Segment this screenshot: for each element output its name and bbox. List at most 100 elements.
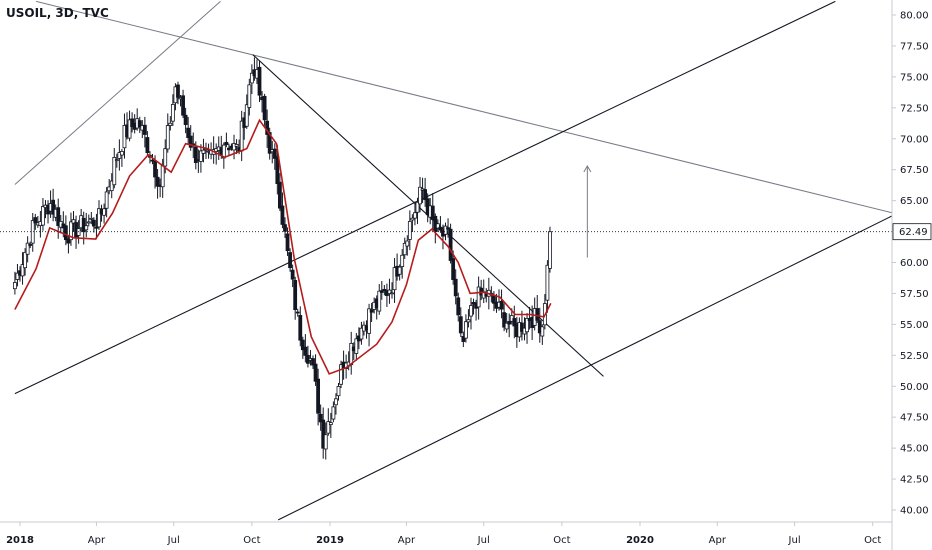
candle-body [379, 290, 384, 293]
candle-body [91, 219, 96, 227]
candle-body [71, 219, 76, 224]
price-tick-label: 67.50 [900, 165, 929, 176]
candle-body [86, 221, 91, 224]
candle-body [25, 242, 30, 255]
candle-body [155, 176, 160, 187]
price-axis[interactable]: 80.0077.5075.0072.5070.0067.5065.0062.50… [891, 0, 929, 550]
candle-body [443, 225, 448, 235]
forecast-arrow-head [583, 164, 592, 173]
price-tick-label: 70.00 [900, 134, 929, 145]
time-tick-label: Oct [864, 535, 881, 546]
candle-body [168, 122, 173, 126]
candle-body [181, 95, 185, 116]
candle-body [451, 258, 456, 280]
candle-body [137, 120, 142, 128]
candle-body [94, 226, 99, 229]
drawings-layer[interactable] [14, 0, 928, 521]
candle-body [293, 279, 298, 311]
price-tick-label: 40.00 [900, 506, 929, 517]
candle-body [323, 434, 328, 450]
candle-body [176, 84, 180, 98]
candle-body [262, 95, 267, 121]
candle-body [535, 308, 540, 321]
candle-body [193, 146, 198, 164]
candle-body [415, 201, 420, 213]
candle-body [525, 317, 529, 333]
candle-body [499, 300, 504, 310]
price-tick-label: 45.00 [900, 444, 929, 455]
candle-body [400, 254, 405, 267]
candle-body [163, 148, 168, 167]
time-axis[interactable]: 2018 Apr Jul Oct 2019 Apr Jul Oct 2020 Apr Jul Oct [0, 521, 892, 546]
candle-body [56, 207, 61, 226]
price-tick-label: 50.00 [900, 382, 929, 393]
candle-body [165, 125, 170, 150]
candle-body [290, 269, 295, 280]
candle-body [244, 104, 249, 127]
time-tick-label: Apr [398, 535, 416, 546]
candle-body [28, 244, 33, 246]
candle-body [41, 206, 45, 226]
candle-body [512, 318, 517, 327]
price-tick-label: 80.00 [900, 11, 929, 22]
candle-body [288, 252, 292, 269]
candle-body [377, 290, 382, 312]
candle-body [463, 321, 468, 339]
candle-body [234, 144, 239, 147]
candle-body [354, 338, 359, 354]
price-tick-label: 47.50 [900, 413, 929, 424]
candle-body [280, 205, 285, 225]
candle-body [227, 147, 231, 151]
candle-body [407, 221, 412, 240]
candle-body [66, 238, 71, 244]
candle-body [285, 233, 290, 252]
candle-body [130, 118, 135, 128]
candle-body [402, 242, 407, 256]
candle-body [476, 286, 481, 308]
candle-body [33, 217, 38, 224]
candle-body [150, 159, 155, 162]
candle-body [120, 151, 124, 156]
last-price-label: 62.49 [899, 227, 928, 238]
candle-body [405, 240, 410, 247]
candle-body [257, 66, 262, 96]
candle-body [275, 156, 280, 184]
candle-body [160, 163, 165, 188]
price-tick-label: 65.00 [900, 196, 929, 207]
candle-body [507, 321, 512, 325]
candle-body [30, 220, 35, 244]
candle-body [277, 181, 282, 209]
candle-body [397, 266, 402, 275]
time-tick-label: 2020 [626, 535, 654, 546]
trendline-5[interactable] [277, 198, 928, 521]
candle-body [410, 217, 415, 221]
candle-body [435, 223, 440, 229]
moving-average-line [14, 118, 552, 375]
candle-body [334, 398, 338, 406]
price-tick-label: 52.50 [900, 351, 929, 362]
candle-body [188, 135, 193, 148]
trendline-2[interactable] [36, 0, 928, 221]
candle-body [339, 364, 343, 385]
candle-body [359, 327, 364, 340]
trendline-1[interactable] [14, 1, 221, 185]
price-tick-label: 57.50 [900, 289, 929, 300]
candle-body [336, 386, 341, 397]
time-tick-label: Jul [788, 535, 801, 546]
price-tick-label: 77.50 [900, 41, 929, 52]
candle-body [331, 406, 336, 420]
candle-body [430, 205, 435, 220]
candle-body [295, 311, 300, 314]
candle-body [224, 141, 229, 145]
candle-body [183, 114, 188, 125]
price-tick-label: 42.50 [900, 475, 929, 486]
price-tick-label: 60.00 [900, 258, 929, 269]
candle-body [97, 208, 101, 228]
candle-body [321, 419, 326, 449]
candle-body [453, 278, 458, 297]
candle-body [456, 297, 461, 316]
candle-body [349, 342, 354, 366]
time-tick-label: Jul [167, 535, 180, 546]
candle-body [418, 186, 422, 205]
